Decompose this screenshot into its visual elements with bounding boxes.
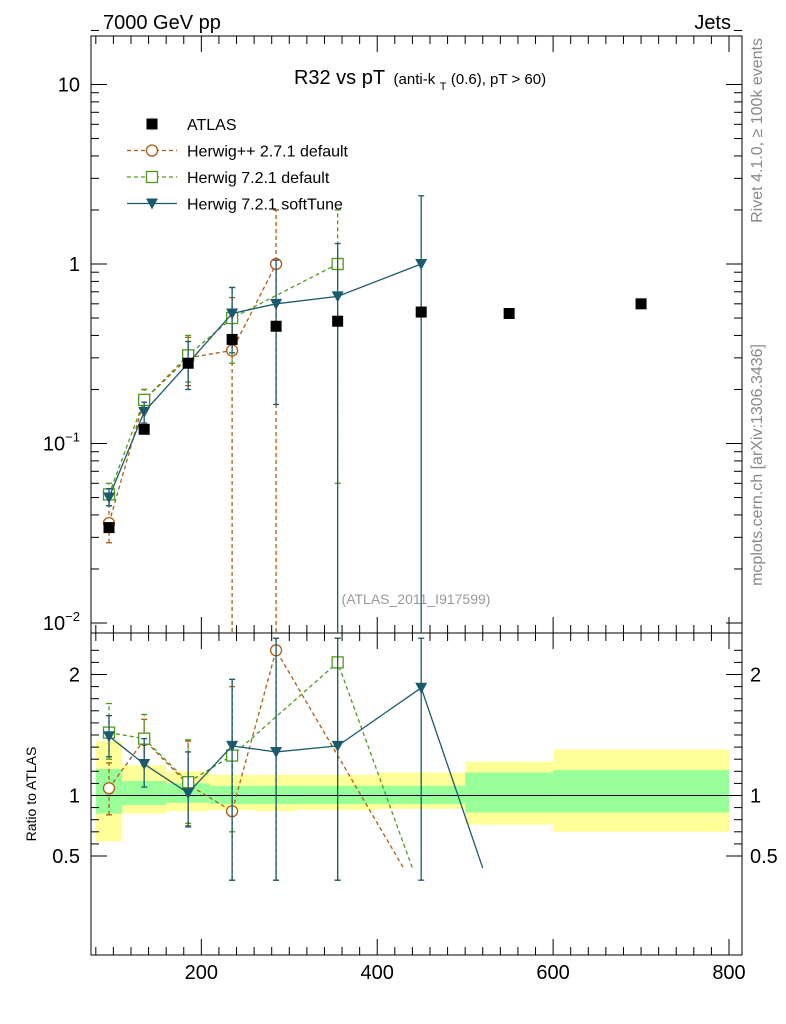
x-tick-label: 400 [361,962,394,984]
analysis-watermark: (ATLAS_2011_I917599) [342,591,491,607]
legend-label-herwig-7-2-1-softtune: Herwig 7.2.1 softTune [187,197,343,214]
legend-label-atlas: ATLAS [187,117,237,134]
band-inner [553,770,729,813]
legend-marker-herwig-7-2-1-softtune [146,198,158,210]
main-atlas-marker [503,307,515,319]
legend-label-herwig-2-7-1-default: Herwig++ 2.7.1 default [187,144,349,161]
main-herwig-7-2-1-softtune-marker [415,259,428,270]
main-herwig-7-2-1-softtune-marker [331,291,344,303]
legend-marker-herwig-7-2-1-default [145,170,159,184]
main-y-tick-label: 10−1 [43,430,80,456]
ratio-herwig-7-2-1-softtune-marker [103,731,115,743]
ratio-y-tick-label-left: 1 [69,786,80,808]
main-herwig-7-2-1-softtune-marker [138,406,151,418]
jets-label: Jets [694,12,731,34]
main-atlas-marker [270,320,282,332]
legend-label-herwig-7-2-1-default: Herwig 7.2.1 default [187,170,330,187]
chart-title: R32 vs pT (anti-k T (0.6), pT > 60) [294,67,546,94]
collision-label: 7000 GeV pp [103,12,221,34]
ratio-herwig-7-2-1-softtune-line [108,686,484,869]
main-atlas-marker [103,522,115,534]
main-y-tick-label: 10−2 [43,609,80,635]
ratio-ylabel: Ratio to ATLAS [23,747,39,842]
ratio-y-tick-label-right: 0.5 [750,846,778,868]
title-sub-suffix: (0.6), pT > 60) [451,71,546,88]
main-series-layer [102,195,647,633]
main-herwig-7-2-1-default-line [108,263,338,495]
main-herwig-7-2-1-softtune-marker [270,298,283,310]
main-y-tick-base: 10 [43,434,65,456]
legend: ATLAS Herwig++ 2.7.1 default Herwig 7.2.1 … [127,117,349,214]
main-y-tick-exp: −2 [65,609,80,624]
main-atlas-marker [415,306,427,318]
title-sub-prefix: (anti-k [394,71,436,88]
ratio-herwig-7-2-1-softtune-marker [138,759,151,771]
legend-marker-herwig-2-7-1-default [145,144,159,157]
main-atlas-marker [182,357,194,369]
x-tick-label: 600 [536,962,569,984]
ratio-herwig-7-2-1-softtune-marker [182,788,195,800]
ratio-herwig-7-2-1-softtune-marker [415,682,428,694]
ratio-herwig-7-2-1-softtune-marker [270,746,283,758]
main-atlas-marker [635,298,647,310]
main-herwig-7-2-1-softtune-marker [226,308,239,320]
main-y-tick-label: 1 [69,254,80,276]
ratio-herwig-7-2-1-softtune-marker [331,740,344,752]
ratio-herwig-7-2-1-softtune-marker [226,740,239,752]
main-herwig-2-7-1-default-line [108,263,277,524]
x-tick-label: 800 [712,962,745,984]
ratio-y-tick-label-right: 2 [750,665,761,687]
main-y-tick-exp: −1 [65,430,80,445]
title-sub-T: T [440,81,447,93]
ratio-y-tick-label-left: 2 [69,665,80,687]
main-atlas-marker [226,333,238,345]
main-atlas-marker [332,315,344,327]
ratio-y-tick-label-left: 0.5 [52,846,80,868]
ratio-series-layer [102,637,484,881]
main-atlas-marker [138,423,150,435]
main-y-tick-label: 10 [58,75,80,97]
main-y-tick-base: 10 [43,613,65,635]
main-herwig-7-2-1-softtune-line [108,263,422,498]
ratio-plot-frame [90,632,743,956]
rivet-version-label: Rivet 4.1.0, ≥ 100k events [749,38,766,223]
title-main: R32 vs pT [294,67,385,89]
mcplots-label: mcplots.cern.ch [arXiv:1306.3436] [749,344,766,586]
ratio-herwig-2-7-1-default-marker [102,782,116,795]
ratio-herwig-2-7-1-default-line [108,648,405,869]
legend-marker-atlas [146,118,158,130]
x-tick-label: 200 [185,962,218,984]
band-inner [465,772,554,813]
main-herwig-7-2-1-softtune-marker [103,492,115,504]
ratio-y-tick-label-right: 1 [750,786,761,808]
